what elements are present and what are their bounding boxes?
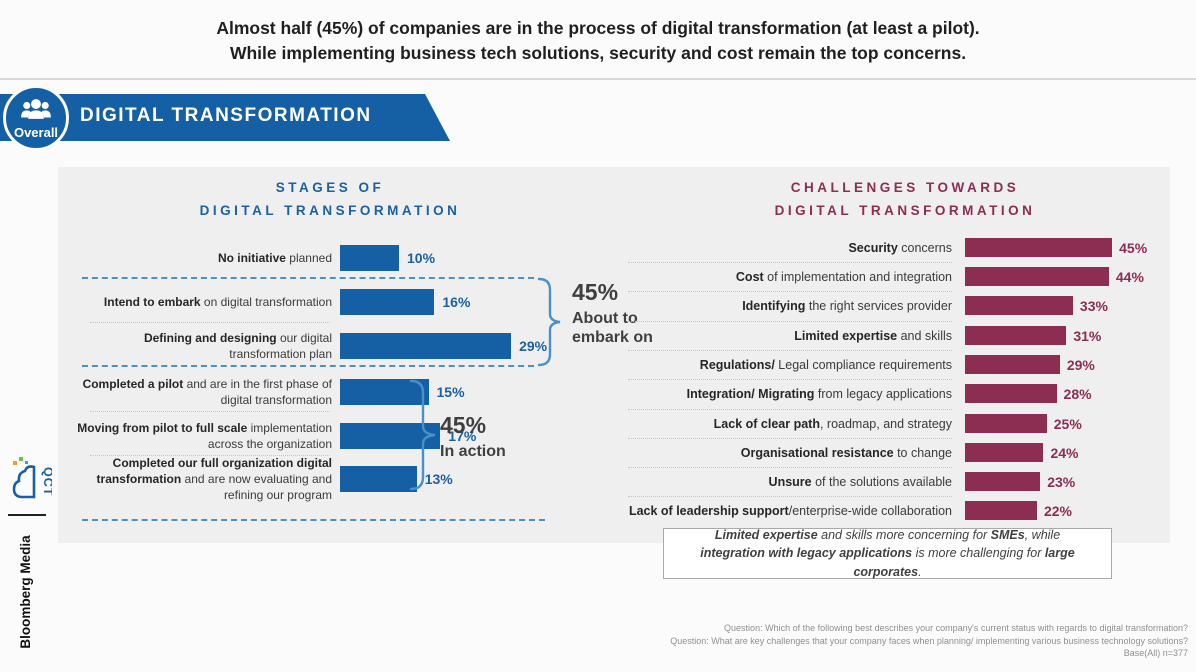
challenge-row: Limited expertise and skills 31% [794,326,1102,345]
challenge-row: Lack of leadership support/enterprise-wi… [628,501,1072,520]
group-dash-line [82,365,534,367]
row-separator [628,409,952,410]
bar-value: 17% [448,428,477,444]
bar-defining-designing [340,333,512,359]
stage-row: Completed our full organization digital … [96,455,453,503]
bar-value: 25% [1053,415,1082,432]
group-dash-line [82,277,534,279]
bar-value: 45% [1119,239,1148,256]
bar-value: 28% [1063,385,1092,402]
row-separator [628,379,952,380]
row-separator [628,496,952,497]
headline-line2: While implementing business tech solutio… [229,43,967,64]
footnotes: Question: Which of the following best de… [670,622,1188,660]
group-dash-line [82,519,545,521]
row-separator [628,262,952,263]
challenge-row: Lack of clear path, roadmap, and strateg… [713,414,1082,433]
bar-completed-full-transformation [340,466,417,492]
bracket-label-in-action: 45% In action [440,412,506,461]
bracket-about-to-embark [536,276,566,373]
bar-value: 29% [519,338,548,354]
row-separator [628,350,952,351]
bracket-label-embark: 45% About to embark on [572,279,653,347]
bar-value: 13% [424,471,453,487]
qct-logo-text: QCT [41,467,52,496]
bar-value: 15% [436,384,465,400]
challenge-row: Regulations/ Legal compliance requiremen… [699,355,1095,374]
bar-limited-expertise [965,326,1067,345]
bar-identifying-provider [965,296,1073,315]
brand-bloomberg-media: Bloomberg Media [17,535,33,649]
stage-row: Defining and designing our digital trans… [143,330,548,361]
bar-lack-of-clear-path [965,414,1047,433]
footnote-base: Base(All) n=377 [1123,648,1188,659]
bar-intend-to-embark [340,289,435,315]
bar-unsure-solutions [965,472,1041,491]
bar-value: 16% [442,294,471,310]
stage-row: Intend to embark on digital transformati… [70,289,470,315]
footnote-question-2: Question: What are key challenges that y… [670,635,1188,646]
bar-security [965,238,1113,257]
bracket-in-action [408,378,442,497]
bar-cost [965,267,1109,286]
challenge-row: Identifying the right services provider … [742,296,1108,315]
row-separator [628,467,952,468]
bar-value: 10% [407,250,436,266]
stage-row: Completed a pilot and are in the first p… [82,376,465,407]
row-separator [628,291,952,292]
challenge-row: Organisational resistance to change 24% [740,443,1079,462]
challenge-row: Unsure of the solutions available 23% [768,472,1076,491]
slide-headline: Almost half (45%) of companies are in th… [0,16,1196,67]
people-group-icon [19,97,53,126]
row-separator [628,438,952,439]
left-chart-title: STAGES OF DIGITAL TRANSFORMATION [199,180,461,218]
footnote-question-1: Question: Which of the following best de… [724,623,1188,633]
bar-completed-pilot [340,379,429,405]
insight-note: Limited expertise and skills more concer… [663,528,1112,579]
bar-value: 22% [1043,502,1072,519]
header-divider [0,78,1196,80]
bar-value: 23% [1047,473,1076,490]
bar-value: 31% [1073,327,1102,344]
bar-value: 44% [1115,268,1144,285]
overall-badge-label: Overall [13,124,59,140]
stage-row: No initiative planned 10% [70,245,435,271]
section-banner [0,94,450,141]
section-title: DIGITAL TRANSFORMATION [80,105,372,126]
right-chart-title: CHALLENGES TOWARDS DIGITAL TRANSFORMATIO… [774,180,1036,218]
challenge-row: Integration/ Migrating from legacy appli… [686,384,1092,403]
headline-line1: Almost half (45%) of companies are in th… [216,18,980,38]
row-separator [90,455,330,456]
bar-organisational-resistance [965,443,1044,462]
row-separator [90,322,330,323]
challenge-row: Security concerns 45% [848,238,1148,257]
bar-regulations [965,355,1060,374]
challenge-row: Cost of implementation and integration 4… [735,267,1144,286]
row-separator [90,411,330,412]
bar-integration-migrating [965,384,1057,403]
bar-value: 33% [1079,297,1108,314]
row-separator [628,321,952,322]
bar-lack-of-leadership [965,501,1037,520]
overall-badge: Overall [3,85,69,151]
rail-divider [8,514,46,516]
bar-no-initiative [340,245,399,271]
bar-value: 24% [1050,444,1079,461]
bar-value: 29% [1066,356,1095,373]
qct-cloud-logo: QCT [10,455,55,501]
